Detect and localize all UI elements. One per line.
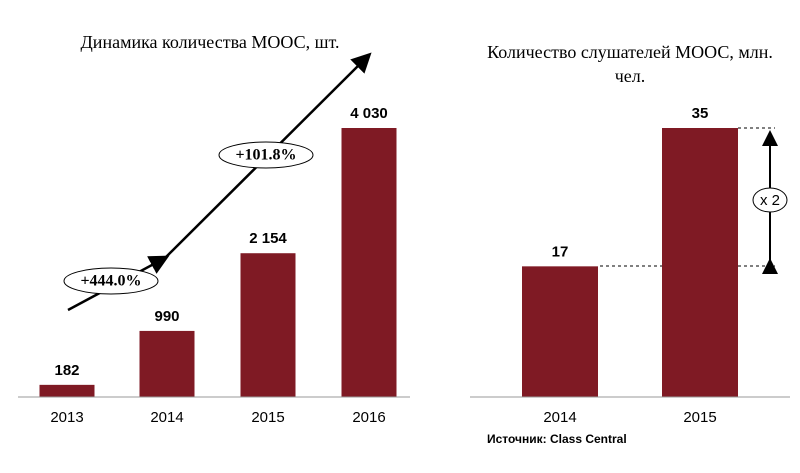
x-tick-label: 2014 [543, 409, 576, 426]
bar [341, 128, 397, 397]
bar [240, 253, 296, 397]
annotation-bubble [752, 187, 788, 213]
value-label: 4 030 [350, 105, 388, 122]
x-tick-label: 2013 [50, 409, 83, 426]
value-label: 2 154 [249, 230, 287, 247]
bar [522, 266, 598, 397]
value-label: 35 [692, 105, 709, 122]
annotation: +101.8% [235, 147, 296, 164]
bar [662, 128, 738, 397]
chart-title: Количество слушателей МООС, млн. чел. [487, 42, 773, 86]
annotation: x 2 [760, 192, 780, 209]
annotation-bubble [218, 141, 314, 169]
value-label: 17 [552, 243, 569, 260]
bar [139, 330, 195, 397]
bar [39, 384, 95, 397]
x-tick-label: 2015 [683, 409, 716, 426]
value-label: 182 [54, 362, 79, 379]
value-label: 990 [154, 308, 179, 325]
x-tick-label: 2016 [352, 409, 385, 426]
x-tick-label: 2014 [150, 409, 183, 426]
annotation: +444.0% [80, 273, 141, 290]
annotation-bubble [63, 267, 159, 295]
source: Источник: Class Central [487, 432, 627, 446]
x-tick-label: 2015 [251, 409, 284, 426]
chart-title: Динамика количества МООС, шт. [80, 32, 340, 52]
